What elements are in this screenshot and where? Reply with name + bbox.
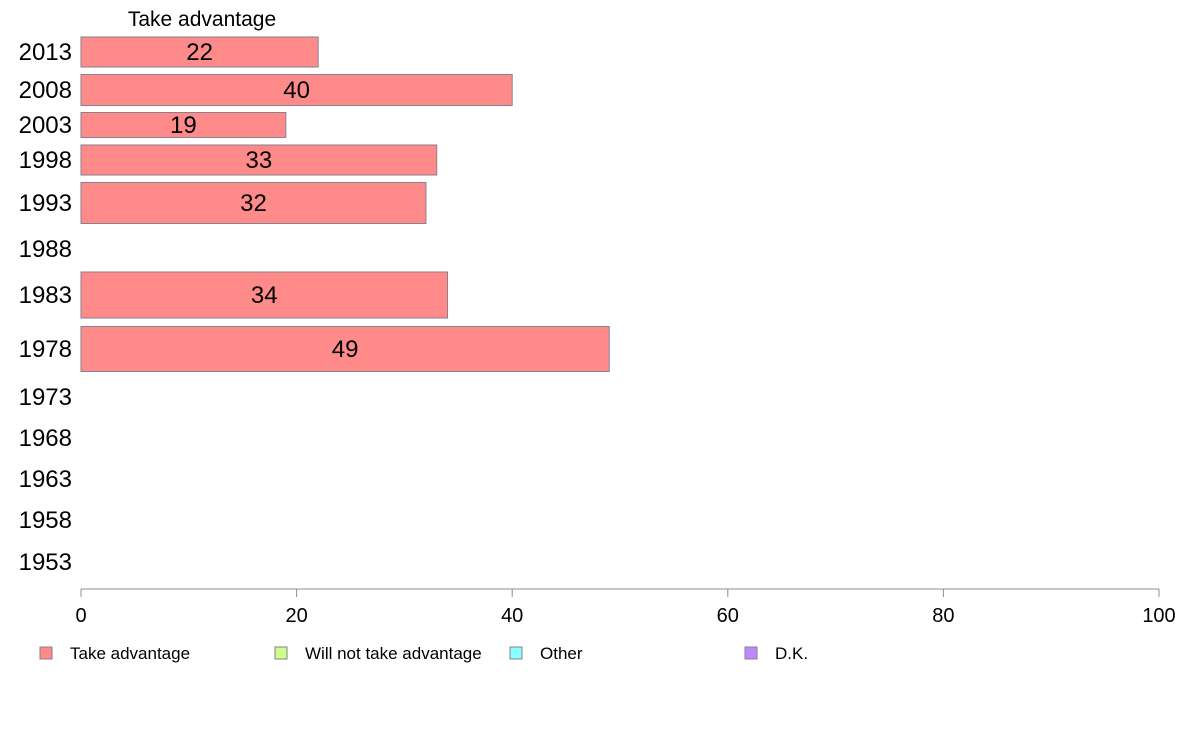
bar (80, 74, 513, 106)
category-label: 1958 (19, 507, 72, 534)
data-label: 33 (246, 147, 273, 174)
bar (80, 271, 449, 319)
category-label: 2003 (19, 112, 72, 139)
legend-swatch (744, 646, 758, 660)
category-label: 2008 (19, 77, 72, 104)
category-label: 1993 (19, 190, 72, 217)
x-axis: 0 20 40 60 80 100 (75, 588, 1176, 627)
bars-layer: 22 40 19 33 32 34 49 (80, 36, 610, 372)
bar (80, 326, 610, 372)
bar (80, 36, 319, 68)
category-label: 1953 (19, 549, 72, 576)
legend-label: Take advantage (70, 644, 190, 663)
legend-swatch (509, 646, 523, 660)
data-label: 49 (332, 336, 359, 363)
legend-label: Will not take advantage (305, 644, 482, 663)
legend-swatch (39, 646, 53, 660)
data-label: 34 (251, 282, 278, 309)
bar (80, 112, 287, 138)
x-tick-label: 40 (501, 605, 523, 627)
panel-title: Take advantage (128, 8, 276, 31)
category-label: 1978 (19, 336, 72, 363)
legend: Take advantage Will not take advantage Oth… (39, 644, 808, 663)
x-tick-label: 20 (285, 605, 307, 627)
data-label: 40 (283, 77, 310, 104)
x-tick-label: 60 (717, 605, 739, 627)
category-label: 2013 (19, 39, 72, 66)
bar (80, 182, 427, 224)
x-tick-label: 80 (932, 605, 954, 627)
x-tick-label: 100 (1142, 605, 1175, 627)
legend-label: Other (540, 644, 583, 663)
bar (80, 144, 438, 176)
category-label: 1968 (19, 425, 72, 452)
x-tick-label: 0 (75, 605, 86, 627)
legend-swatch (274, 646, 288, 660)
category-label: 1973 (19, 384, 72, 411)
category-label: 1998 (19, 147, 72, 174)
category-label: 1983 (19, 282, 72, 309)
category-label: 1988 (19, 236, 72, 263)
data-label: 32 (240, 190, 267, 217)
data-label: 19 (170, 112, 197, 139)
category-label: 1963 (19, 466, 72, 493)
data-label: 22 (186, 39, 213, 66)
legend-label: D.K. (775, 644, 808, 663)
category-labels: 2013 2008 2003 1998 1993 1988 1983 1978 1973 1968… (19, 39, 72, 576)
